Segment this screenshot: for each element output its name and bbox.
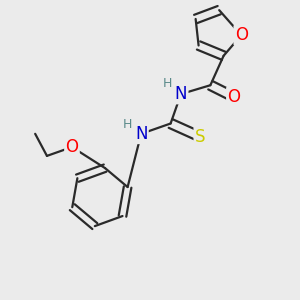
Text: O: O (235, 26, 248, 44)
Text: N: N (175, 85, 187, 103)
Text: O: O (227, 88, 240, 106)
Text: H: H (163, 77, 172, 90)
Text: S: S (195, 128, 205, 146)
Text: N: N (135, 125, 147, 143)
Text: H: H (123, 118, 133, 131)
Text: O: O (65, 138, 79, 156)
